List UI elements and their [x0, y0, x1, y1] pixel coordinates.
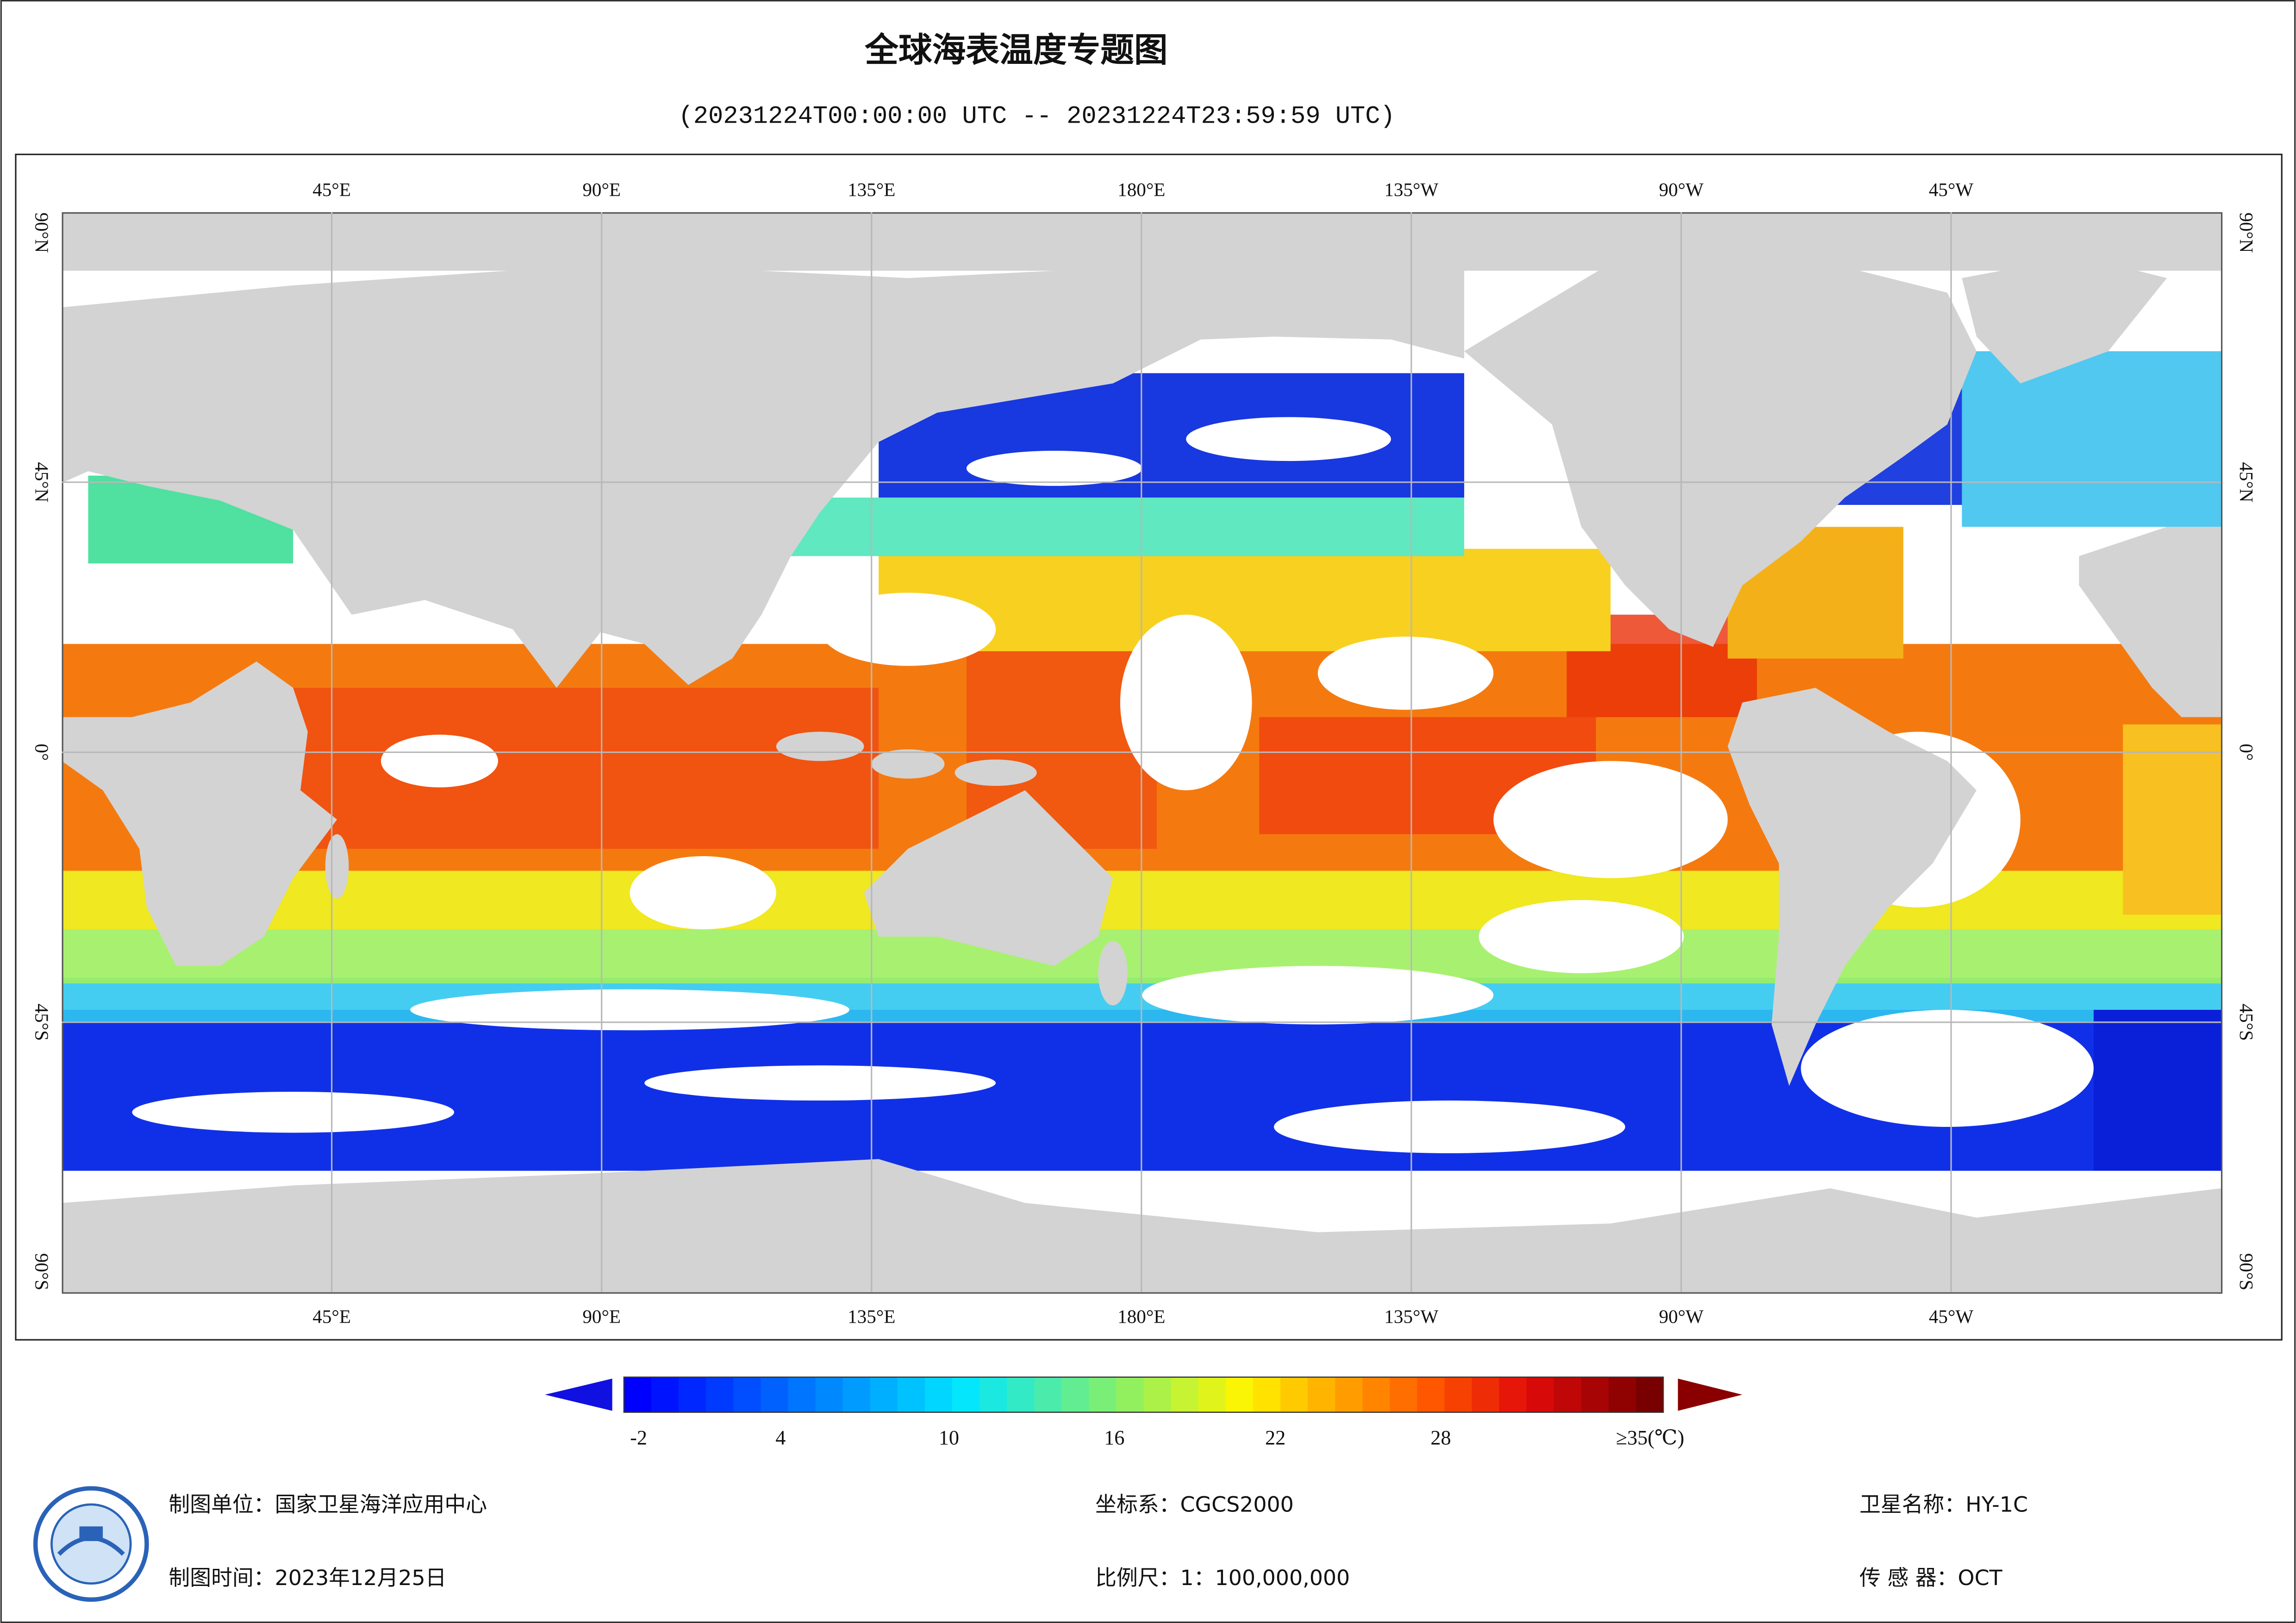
graticule	[62, 212, 2221, 1293]
colorbar-block	[1308, 1377, 1336, 1412]
colorbar-block	[651, 1377, 680, 1412]
colorbar-block	[924, 1377, 953, 1412]
colorbar-block	[1225, 1377, 1254, 1412]
lat-label-left: 45°N	[31, 462, 53, 502]
colorbar-block	[706, 1377, 734, 1412]
lat-label-right: 45°N	[2236, 462, 2257, 502]
lat-label-right: 90°S	[2236, 1253, 2257, 1290]
lon-label-bottom: 45°E	[312, 1306, 351, 1327]
colorbar-tick-label: 4	[775, 1426, 786, 1449]
colorbar-block	[1526, 1377, 1554, 1412]
lat-label-left: 0°	[31, 744, 53, 761]
colorbar-block	[624, 1377, 652, 1412]
colorbar-block	[1499, 1377, 1527, 1412]
colorbar-block	[1089, 1377, 1117, 1412]
colorbar-block	[1472, 1377, 1500, 1412]
colorbar-block	[1116, 1377, 1144, 1412]
colorbar-border	[623, 1376, 1664, 1413]
colorbar: -2 4 10 16 22 28 ≥35(℃)	[545, 1376, 1742, 1449]
colorbar-tick-label: 10	[939, 1426, 959, 1449]
lon-label-top: 180°E	[1117, 179, 1165, 200]
colorbar-block	[952, 1377, 980, 1412]
colorbar-block	[1171, 1377, 1199, 1412]
colorbar-tick-label: 28	[1430, 1426, 1451, 1449]
lon-label-top: 90°W	[1659, 179, 1704, 200]
lon-label-bottom: 135°W	[1384, 1306, 1438, 1327]
colorbar-block	[788, 1377, 816, 1412]
footer-sensor: 传 感 器：OCT	[1859, 1565, 2003, 1590]
lat-label-left: 90°S	[31, 1253, 53, 1290]
colorbar-block	[1061, 1377, 1090, 1412]
colorbar-block	[1253, 1377, 1281, 1412]
colorbar-block	[1198, 1377, 1226, 1412]
lon-label-top: 90°E	[582, 179, 621, 200]
colorbar-block	[1335, 1377, 1363, 1412]
colorbar-over	[1678, 1378, 1742, 1411]
colorbar-block	[870, 1377, 898, 1412]
lat-label-right: 90°N	[2236, 212, 2257, 253]
lon-label-top: 45°W	[1929, 179, 1974, 200]
lon-label-bottom: 45°W	[1929, 1306, 1974, 1327]
colorbar-block	[842, 1377, 871, 1412]
map-subtitle: (20231224T00:00:00 UTC -- 20231224T23:59…	[679, 103, 1395, 131]
lon-label-top: 135°E	[848, 179, 895, 200]
footer-date: 制图时间：2023年12月25日	[168, 1565, 446, 1590]
logo	[33, 1486, 149, 1602]
colorbar-block	[1608, 1377, 1636, 1412]
colorbar-max-label: ≥35(℃)	[1616, 1426, 1685, 1449]
colorbar-block	[1034, 1377, 1062, 1412]
colorbar-block	[980, 1377, 1008, 1412]
colorbar-block	[815, 1377, 843, 1412]
lon-label-bottom: 135°E	[848, 1306, 895, 1327]
footer-satellite: 卫星名称：HY-1C	[1859, 1492, 2028, 1517]
colorbar-block	[761, 1377, 789, 1412]
footer-producer: 制图单位：国家卫星海洋应用中心	[168, 1492, 487, 1517]
colorbar-under	[545, 1378, 612, 1411]
colorbar-tick-label: 16	[1104, 1426, 1124, 1449]
footer-crs: 坐标系：CGCS2000	[1095, 1492, 1294, 1517]
lon-label-bottom: 180°E	[1117, 1306, 1165, 1327]
colorbar-block	[1390, 1377, 1418, 1412]
lat-label-left: 90°N	[31, 212, 53, 253]
colorbar-tick-label: 22	[1265, 1426, 1285, 1449]
colorbar-block	[1362, 1377, 1391, 1412]
colorbar-block	[1581, 1377, 1609, 1412]
colorbar-block	[1444, 1377, 1472, 1412]
colorbar-block	[1143, 1377, 1172, 1412]
lon-label-bottom: 90°W	[1659, 1306, 1704, 1327]
graticule-labels: 45°E 45°E 90°E 90°E 135°E 135°E 180°E 180°E 135°…	[31, 179, 2257, 1327]
lon-label-top: 135°W	[1384, 179, 1438, 200]
map-title: 全球海表温度专题图	[864, 31, 1167, 70]
colorbar-block	[1636, 1377, 1664, 1412]
lon-label-bottom: 90°E	[582, 1306, 621, 1327]
lat-label-right: 45°S	[2236, 1004, 2257, 1041]
colorbar-block	[1007, 1377, 1035, 1412]
footer-scale: 比例尺：1：100,000,000	[1095, 1565, 1350, 1590]
colorbar-tick-label: -2	[630, 1426, 647, 1449]
lon-label-top: 45°E	[312, 179, 351, 200]
colorbar-block	[679, 1377, 707, 1412]
colorbar-block	[1554, 1377, 1582, 1412]
colorbar-block	[1280, 1377, 1308, 1412]
colorbar-block	[1417, 1377, 1445, 1412]
lat-label-right: 0°	[2236, 744, 2257, 761]
map-frame	[15, 154, 2283, 1341]
lat-label-left: 45°S	[31, 1004, 53, 1041]
colorbar-block	[733, 1377, 761, 1412]
colorbar-block	[897, 1377, 925, 1412]
